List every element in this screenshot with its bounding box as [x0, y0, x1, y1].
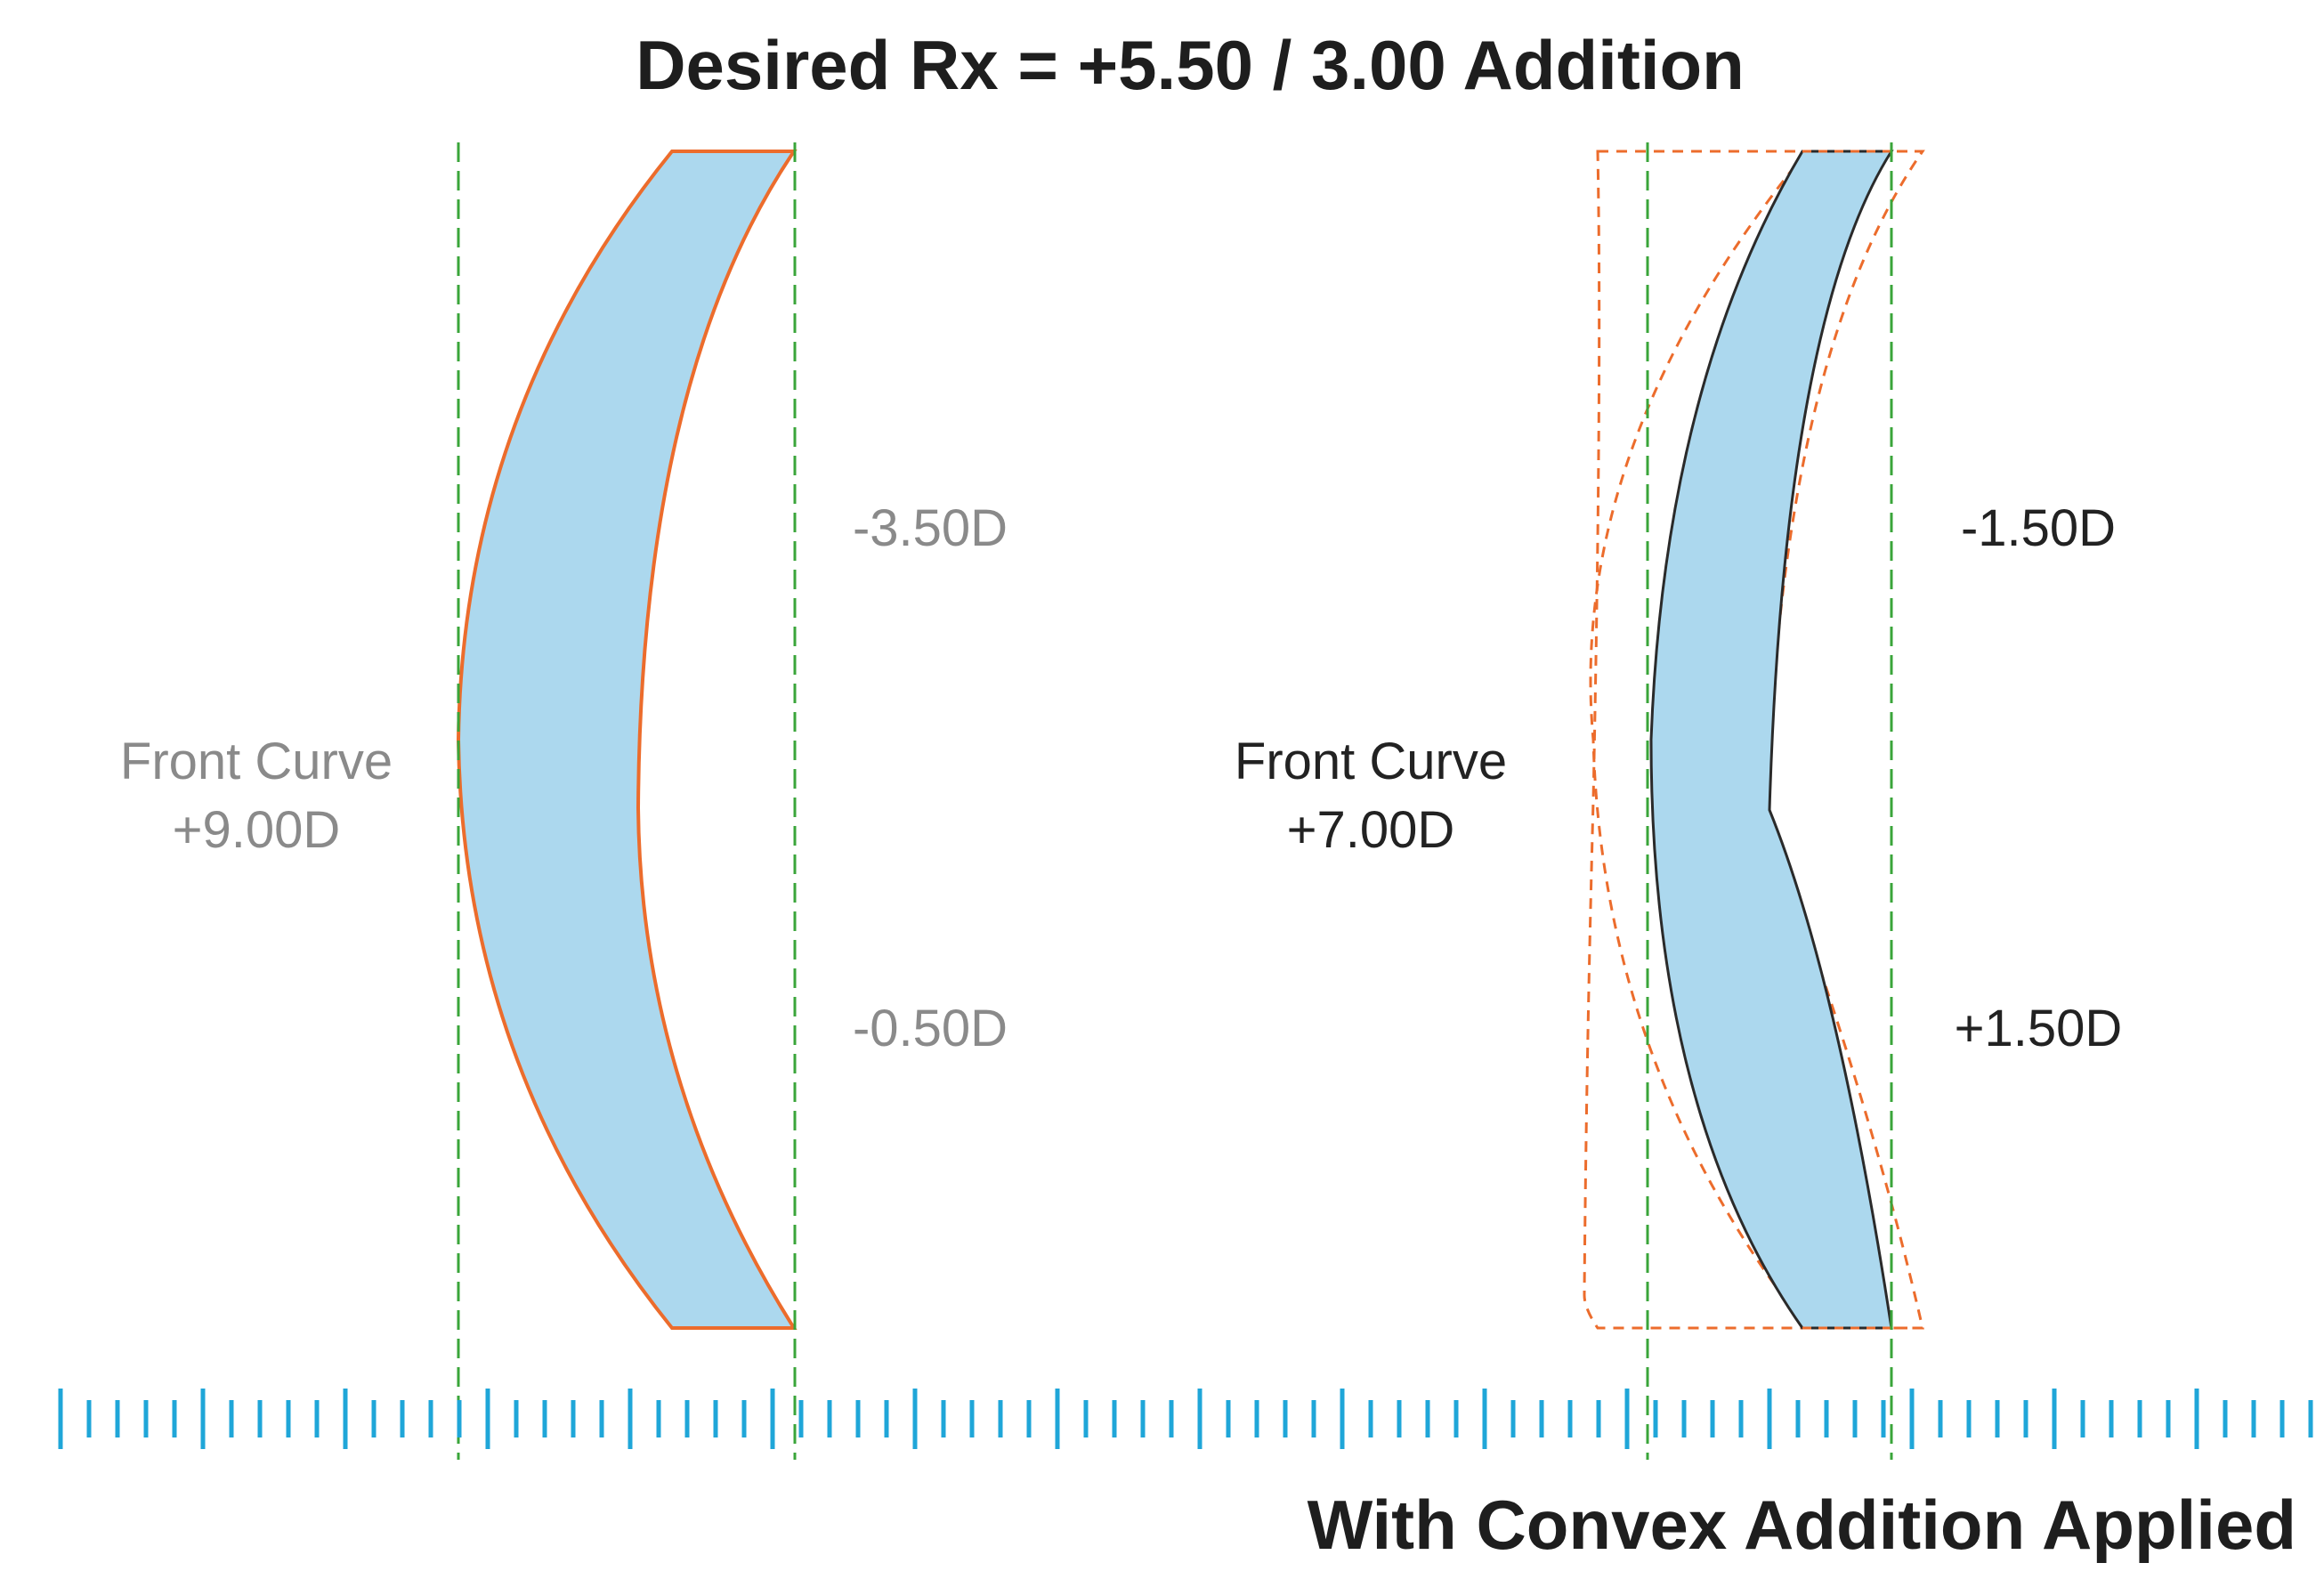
ghost-lens-outline	[1583, 150, 1925, 1330]
right-back-lower-value: +1.50D	[1955, 1000, 2123, 1057]
right-back-upper-value: -1.50D	[1961, 499, 2116, 557]
ruler	[58, 1389, 2313, 1449]
left-lens-group	[456, 150, 798, 1330]
ghost-lens-front	[1589, 150, 1809, 1329]
diagram-title: Desired Rx = +5.50 / 3.00 Addition	[636, 26, 1745, 104]
left-back-lower-value: -0.50D	[853, 1000, 1008, 1057]
right-lens-group	[1583, 150, 1925, 1330]
guide-lines	[457, 142, 1893, 1460]
right-front-curve-value: +7.00D	[1287, 801, 1455, 859]
left-back-upper-value: -3.50D	[853, 499, 1008, 557]
left-front-curve-label: Front Curve	[120, 733, 393, 790]
right-front-curve-label: Front Curve	[1235, 733, 1507, 790]
diagram-caption: With Convex Addition Applied	[1308, 1486, 2296, 1564]
right-lens-shape	[1649, 150, 1894, 1330]
left-front-curve-value: +9.00D	[173, 801, 341, 859]
left-lens-shape	[456, 150, 798, 1330]
